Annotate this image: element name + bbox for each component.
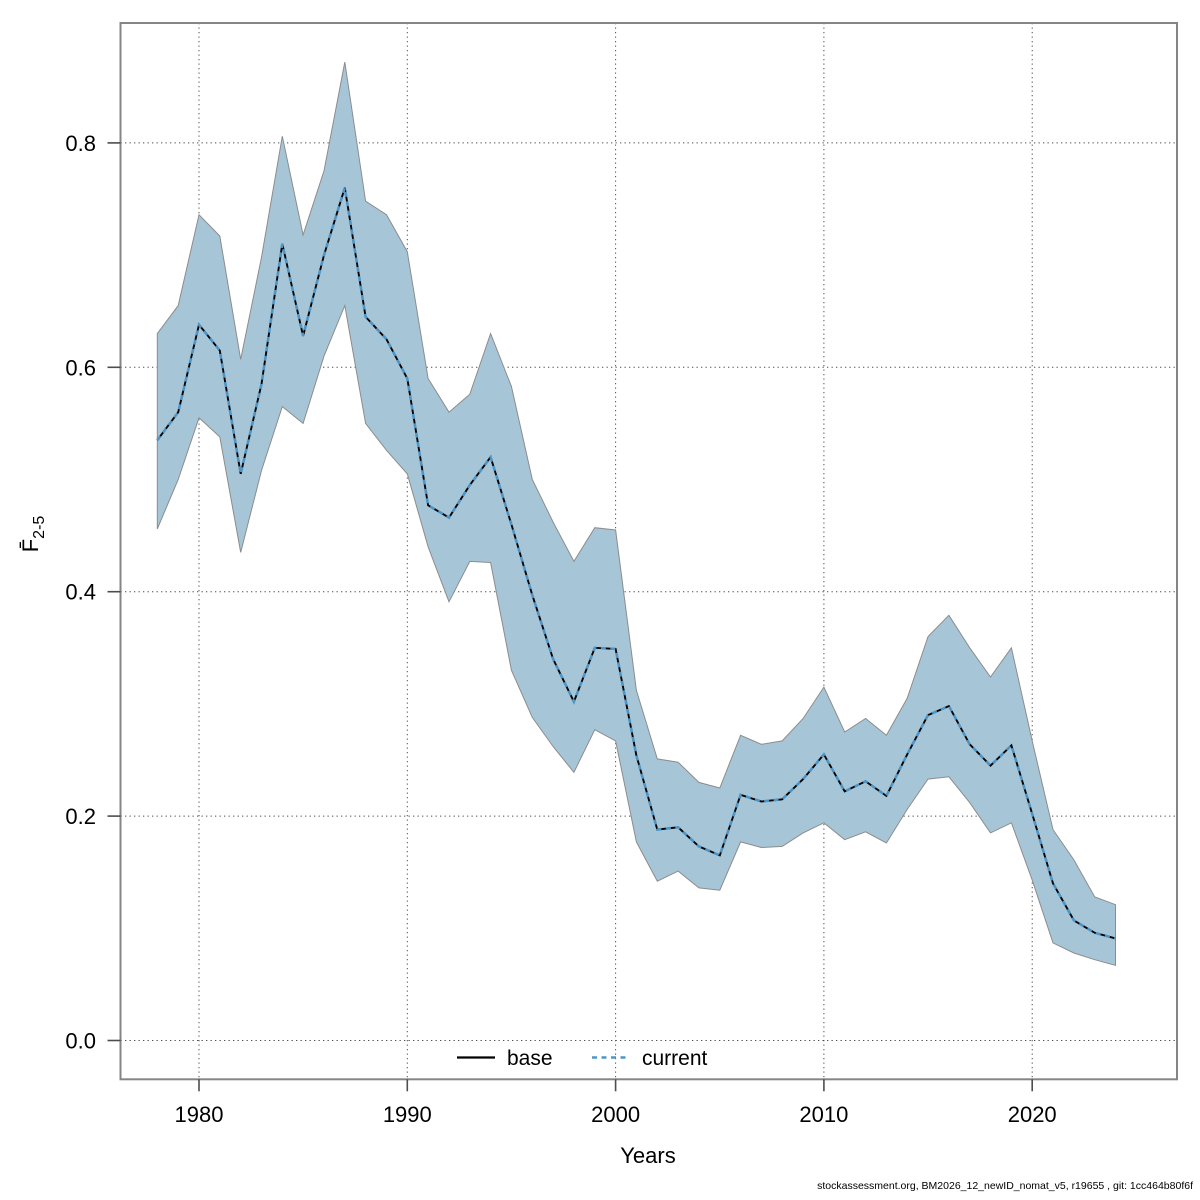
y-axis-title-main: F̄	[18, 539, 43, 552]
current-line	[156, 187, 1116, 940]
x-axis: 1980 1990 2000 2010 2020	[175, 1079, 1057, 1127]
x-tick-label: 1990	[383, 1102, 432, 1127]
y-tick-label: 0.8	[65, 131, 96, 156]
legend-base-label: base	[507, 1047, 553, 1070]
y-axis-title: F̄2-5	[18, 516, 48, 553]
y-tick-label: 0.4	[65, 580, 96, 605]
x-tick-label: 2020	[1008, 1102, 1057, 1127]
y-tick-label: 0.6	[65, 355, 96, 380]
y-axis: 0.0 0.2 0.4 0.6 0.8	[65, 131, 121, 1054]
y-tick-label: 0.2	[65, 804, 96, 829]
x-tick-label: 1980	[175, 1102, 224, 1127]
x-tick-label: 2000	[591, 1102, 640, 1127]
plot-frame	[119, 22, 1178, 1081]
confidence-band	[156, 62, 1116, 966]
y-tick-label: 0.0	[65, 1029, 96, 1054]
x-tick-label: 2010	[799, 1102, 848, 1127]
legend: base current	[457, 1047, 708, 1070]
footer-run-info: stockassessment.org, BM2026_12_newID_nom…	[817, 1180, 1193, 1192]
legend-current-label: current	[642, 1047, 708, 1070]
x-axis-title: Years	[620, 1143, 675, 1168]
y-axis-title-subscript: 2-5	[31, 516, 48, 539]
